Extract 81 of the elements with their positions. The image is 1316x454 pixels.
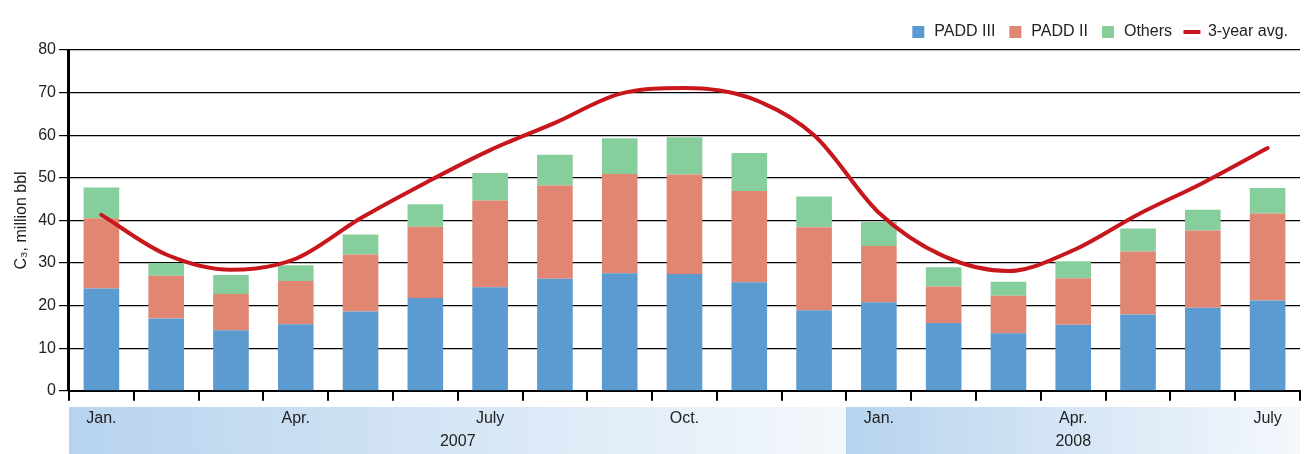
bar	[83, 288, 120, 391]
bar	[213, 294, 249, 331]
bar	[990, 281, 1027, 296]
bar	[666, 137, 703, 175]
bar	[1055, 261, 1092, 279]
bar	[1249, 213, 1286, 301]
line-series	[99, 85, 1270, 274]
bar	[277, 324, 314, 391]
text: 2007	[439, 432, 476, 450]
bar	[990, 333, 1027, 391]
bar	[407, 297, 444, 391]
bar	[861, 302, 897, 391]
bar	[990, 295, 1027, 334]
bar	[537, 185, 573, 279]
bar	[1185, 307, 1221, 391]
bar	[601, 273, 638, 391]
y-tick-label: 30	[38, 253, 57, 271]
bar	[1249, 188, 1286, 214]
y-tick-label: 40	[38, 210, 57, 228]
y-tick-label: 10	[38, 338, 57, 356]
bar	[1120, 251, 1156, 315]
y-axis-title: C₃, million bbl	[12, 171, 30, 270]
x-tick-label: Apr.	[281, 408, 310, 426]
x-tick-label: July	[1253, 408, 1282, 426]
bar	[666, 174, 703, 275]
y-tick-label: 20	[38, 296, 57, 314]
bar	[342, 234, 379, 255]
bar	[83, 187, 120, 219]
bar	[601, 173, 638, 274]
bar	[925, 286, 962, 324]
x-tick-label: Jan.	[863, 408, 894, 426]
bar	[731, 191, 768, 283]
bar	[1120, 314, 1156, 391]
x-tick-label: Oct.	[669, 408, 700, 426]
bar	[472, 287, 508, 391]
y-tick-label: 70	[38, 83, 57, 101]
y-tick-label: 0	[47, 381, 57, 399]
bar	[537, 154, 573, 186]
bar	[472, 200, 508, 288]
bar	[731, 153, 768, 192]
bar	[277, 280, 314, 325]
bar	[342, 311, 379, 391]
bar	[148, 263, 184, 276]
bar	[277, 265, 314, 281]
text: 2008	[1055, 432, 1092, 450]
bar	[213, 274, 249, 295]
bar	[731, 282, 768, 391]
legend-label: Others	[1123, 22, 1172, 40]
bar	[1055, 278, 1092, 325]
bar	[537, 278, 573, 391]
bar	[666, 274, 703, 391]
bar	[1249, 300, 1286, 391]
bar	[796, 310, 832, 391]
x-tick-label: July	[475, 408, 505, 426]
legend-label: 3-year avg.	[1207, 22, 1289, 40]
bar	[1055, 324, 1092, 391]
bar	[407, 226, 444, 298]
bar	[213, 330, 249, 391]
bar	[1120, 228, 1156, 252]
bar	[861, 222, 897, 246]
bar	[925, 267, 962, 287]
x-tick-label: Jan.	[86, 408, 117, 426]
bar	[407, 204, 444, 227]
bar	[601, 138, 638, 174]
bar	[148, 318, 184, 391]
bar	[83, 218, 120, 289]
legend-label: PADD III	[934, 22, 996, 40]
bar	[472, 173, 508, 201]
bar	[148, 275, 184, 319]
bar	[861, 245, 897, 303]
y-tick-label: 50	[38, 168, 57, 186]
bar	[796, 227, 832, 311]
y-tick-label: 80	[38, 40, 57, 58]
bar	[1185, 209, 1221, 231]
bar	[925, 323, 962, 391]
legend-label: PADD II	[1031, 22, 1088, 40]
y-tick-label: 60	[38, 125, 57, 143]
bar	[1185, 230, 1221, 308]
bar	[342, 254, 379, 312]
bar	[796, 196, 832, 228]
x-tick-label: Apr.	[1059, 408, 1088, 426]
